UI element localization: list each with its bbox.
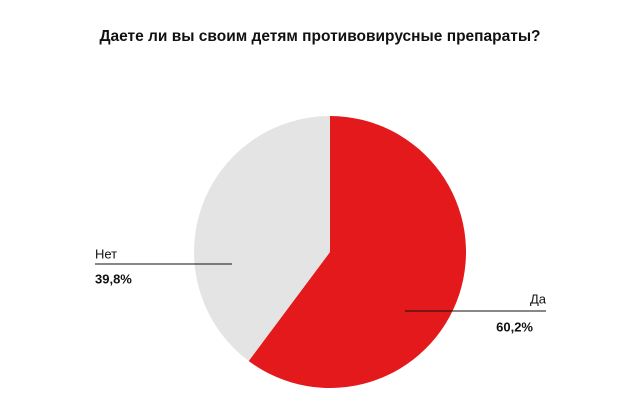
- slice-label: Нет: [95, 246, 117, 261]
- value-label: 60,2%: [496, 319, 533, 334]
- value-label: 39,8%: [95, 271, 132, 286]
- slice-label: Да: [530, 291, 547, 306]
- chart-title: Даете ли вы своим детям противовирусные …: [99, 28, 540, 45]
- pie-slice: [194, 116, 330, 362]
- pie-slice: [248, 116, 467, 388]
